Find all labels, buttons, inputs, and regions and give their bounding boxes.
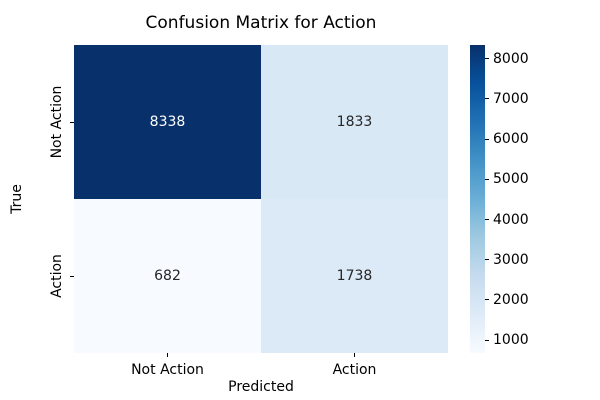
colorbar-tick-mark [485, 299, 489, 301]
colorbar-tick-mark [485, 98, 489, 100]
heatmap-grid: 8338 1833 682 1738 [74, 45, 448, 353]
y-tick-mark [70, 275, 74, 277]
x-tick-label: Action [332, 362, 377, 378]
heatmap-cell: 682 [74, 199, 261, 353]
y-tick-label: Not Action [49, 85, 65, 159]
chart-title: Confusion Matrix for Action [145, 13, 377, 33]
y-tick-label: Action [49, 254, 65, 298]
x-tick-label: Not Action [131, 362, 204, 378]
colorbar-tick-mark [485, 219, 489, 221]
colorbar-tick-mark [485, 138, 489, 140]
colorbar-tick-label: 2000 [493, 291, 529, 308]
colorbar-tick-label: 4000 [493, 211, 529, 228]
y-axis-label: True [9, 184, 25, 214]
colorbar-tick-label: 3000 [493, 251, 529, 268]
colorbar-tick-label: 6000 [493, 131, 529, 148]
colorbar-tick-mark [485, 58, 489, 60]
colorbar-tick-mark [485, 259, 489, 261]
colorbar-tick-label: 5000 [493, 171, 529, 188]
heatmap-cell: 1738 [261, 199, 448, 353]
colorbar-tick-mark [485, 178, 489, 180]
colorbar-tick-mark [485, 339, 489, 341]
colorbar-tick-label: 8000 [493, 50, 529, 67]
colorbar-tick-label: 7000 [493, 90, 529, 107]
heatmap-cell: 8338 [74, 45, 261, 199]
x-tick-mark [354, 353, 355, 357]
y-tick-mark [70, 121, 74, 123]
heatmap-cell: 1833 [261, 45, 448, 199]
colorbar-tick-label: 1000 [493, 332, 529, 349]
colorbar [470, 45, 485, 353]
x-tick-mark [167, 353, 168, 357]
x-axis-label: Predicted [228, 379, 294, 395]
